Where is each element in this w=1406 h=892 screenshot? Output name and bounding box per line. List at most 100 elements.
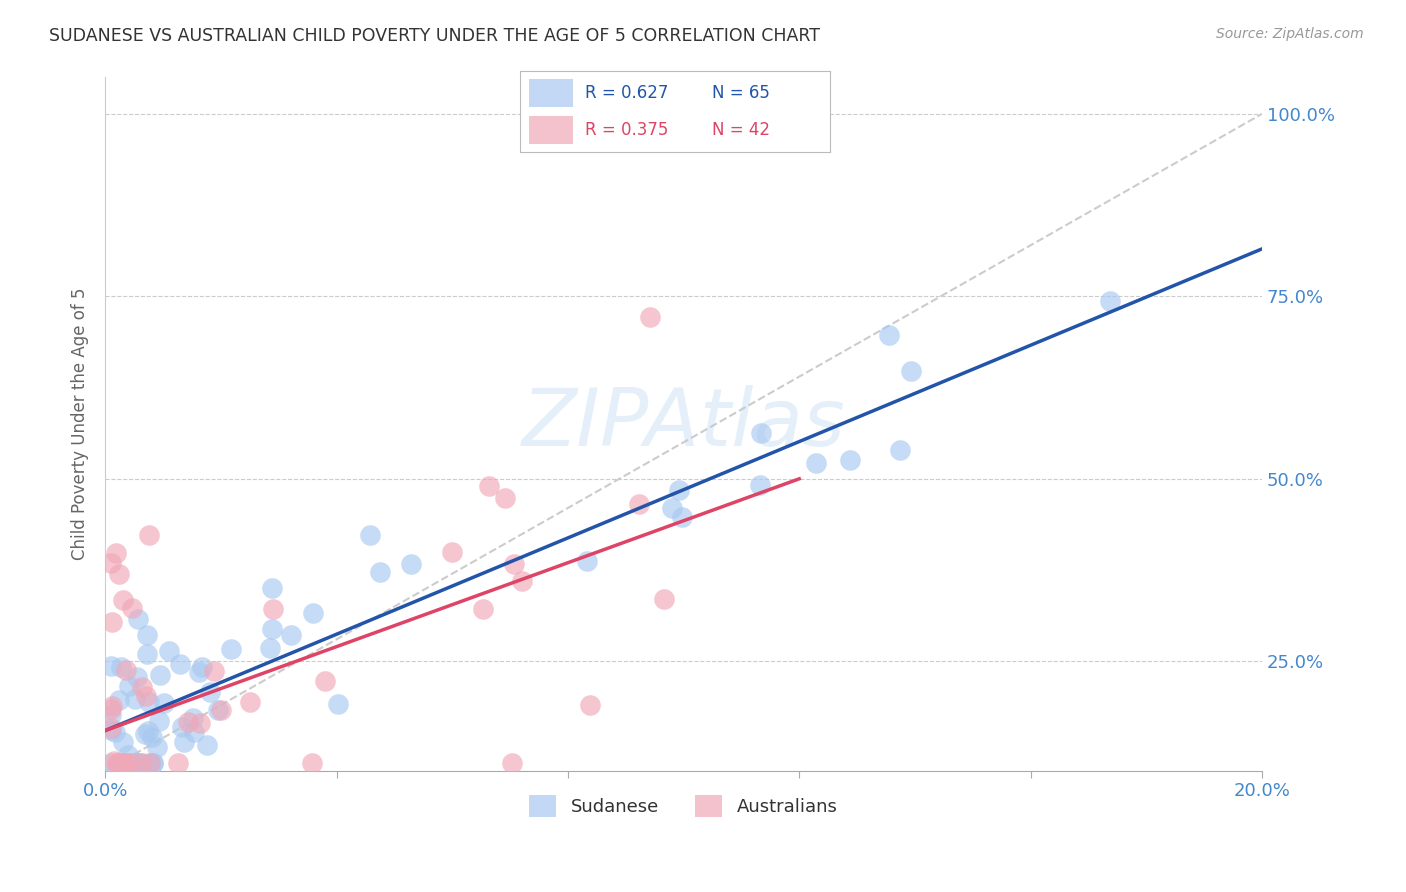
Point	[183, 725, 205, 739]
Point	[900, 363, 922, 377]
Point	[111, 756, 134, 771]
Point	[128, 756, 150, 771]
Point	[157, 644, 180, 658]
Point	[200, 685, 222, 699]
Point	[173, 734, 195, 748]
Point	[121, 601, 143, 615]
Point	[142, 756, 165, 771]
Point	[125, 670, 148, 684]
Point	[472, 602, 495, 616]
Point	[136, 647, 159, 661]
Point	[135, 689, 157, 703]
Point	[115, 663, 138, 677]
Text: R = 0.627: R = 0.627	[585, 84, 668, 102]
Point	[139, 756, 162, 771]
Point	[207, 703, 229, 717]
Point	[170, 720, 193, 734]
Point	[748, 478, 770, 492]
Point	[117, 748, 139, 763]
Point	[139, 756, 162, 771]
Point	[879, 327, 901, 342]
Point	[120, 756, 142, 771]
Point	[101, 615, 124, 629]
Point	[149, 668, 172, 682]
Point	[108, 693, 131, 707]
Point	[280, 628, 302, 642]
Y-axis label: Child Poverty Under the Age of 5: Child Poverty Under the Age of 5	[72, 288, 89, 560]
Point	[204, 664, 226, 678]
Point	[138, 528, 160, 542]
Point	[1099, 293, 1122, 308]
Point	[142, 756, 165, 771]
Text: N = 65: N = 65	[711, 84, 770, 102]
Point	[145, 739, 167, 754]
Point	[190, 660, 212, 674]
Text: R = 0.375: R = 0.375	[585, 121, 668, 139]
Point	[131, 756, 153, 771]
Point	[501, 756, 523, 771]
Point	[100, 708, 122, 723]
Point	[668, 483, 690, 497]
Point	[399, 558, 422, 572]
Point	[259, 640, 281, 655]
Point	[110, 660, 132, 674]
Point	[478, 479, 501, 493]
Point	[108, 567, 131, 582]
Point	[301, 756, 323, 771]
Text: SUDANESE VS AUSTRALIAN CHILD POVERTY UNDER THE AGE OF 5 CORRELATION CHART: SUDANESE VS AUSTRALIAN CHILD POVERTY UND…	[49, 27, 820, 45]
Point	[103, 754, 125, 768]
Point	[239, 695, 262, 709]
Point	[105, 756, 128, 771]
Legend: Sudanese, Australians: Sudanese, Australians	[522, 788, 845, 824]
Point	[104, 725, 127, 739]
Point	[153, 696, 176, 710]
Text: Source: ZipAtlas.com: Source: ZipAtlas.com	[1216, 27, 1364, 41]
Point	[107, 756, 129, 771]
Point	[640, 310, 662, 325]
Point	[138, 695, 160, 709]
Point	[112, 735, 135, 749]
Point	[575, 554, 598, 568]
Point	[104, 546, 127, 560]
Point	[839, 453, 862, 467]
Point	[368, 565, 391, 579]
Point	[209, 703, 232, 717]
Bar	[530, 116, 572, 144]
Point	[314, 674, 336, 689]
Point	[188, 665, 211, 679]
Point	[510, 574, 533, 589]
Point	[136, 628, 159, 642]
Point	[889, 442, 911, 457]
Point	[806, 456, 828, 470]
Point	[120, 756, 142, 771]
Point	[112, 756, 135, 771]
Point	[578, 698, 600, 713]
Point	[115, 756, 138, 771]
Point	[131, 680, 153, 694]
Point	[100, 756, 122, 771]
Point	[671, 509, 693, 524]
Point	[118, 679, 141, 693]
Point	[749, 425, 772, 440]
Text: N = 42: N = 42	[711, 121, 770, 139]
Point	[628, 497, 651, 511]
Point	[134, 727, 156, 741]
Point	[169, 657, 191, 671]
Point	[141, 730, 163, 744]
Point	[100, 723, 122, 738]
Point	[131, 756, 153, 771]
Point	[190, 715, 212, 730]
Point	[100, 658, 122, 673]
Point	[100, 702, 122, 716]
Point	[100, 556, 122, 570]
Point	[136, 723, 159, 738]
Point	[115, 756, 138, 771]
Point	[262, 602, 284, 616]
Point	[101, 699, 124, 714]
Point	[183, 710, 205, 724]
Point	[127, 756, 149, 771]
Point	[494, 491, 516, 505]
Point	[502, 558, 524, 572]
Point	[167, 756, 190, 771]
Point	[661, 500, 683, 515]
